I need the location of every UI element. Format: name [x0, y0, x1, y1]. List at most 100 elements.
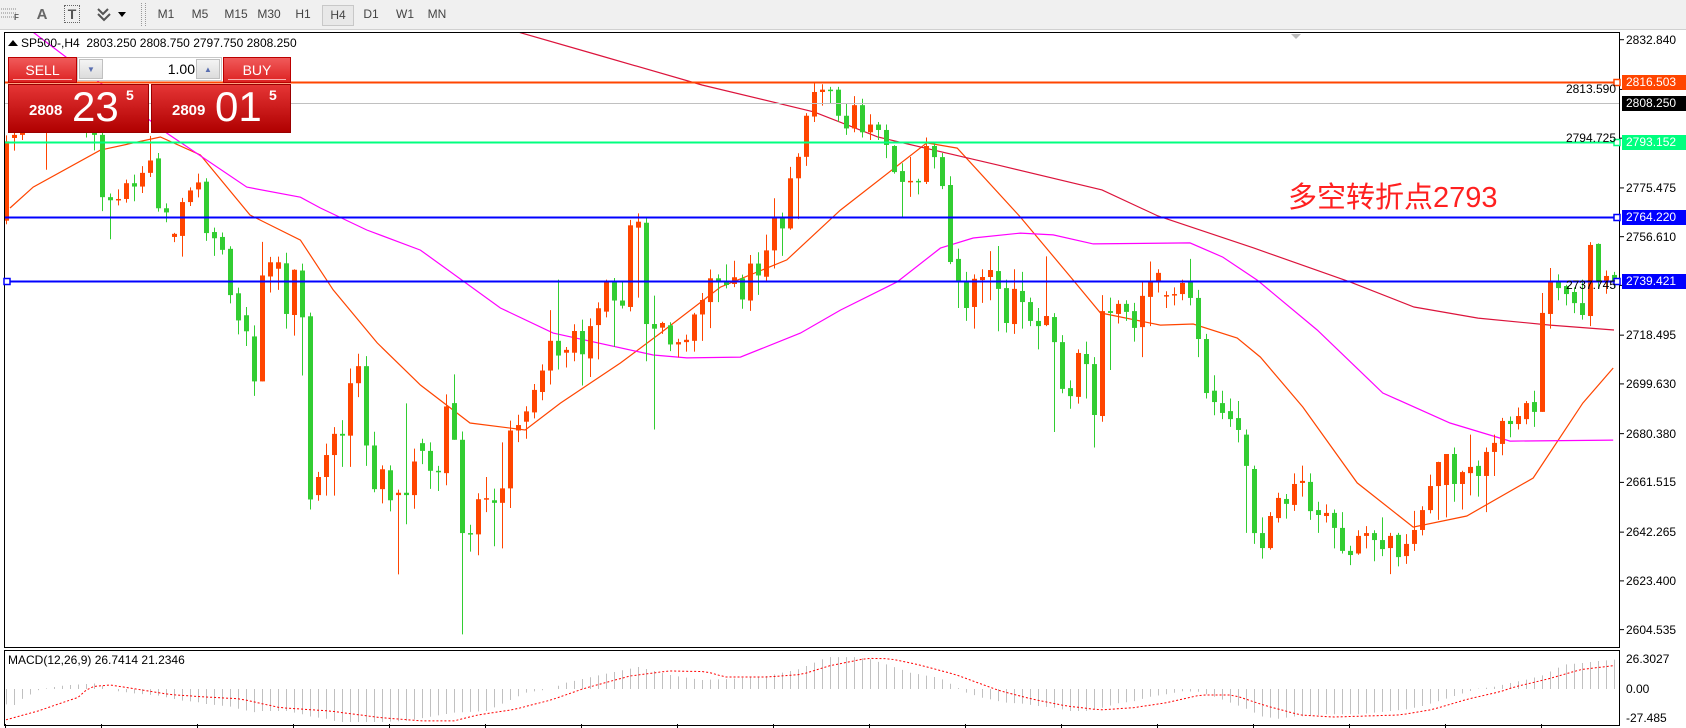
timeframe-d1[interactable]: D1 [363, 7, 379, 21]
candle-body [1452, 454, 1457, 484]
candle-body [1348, 550, 1353, 556]
candle [444, 394, 449, 486]
candle [1116, 300, 1121, 324]
timeframe-h4[interactable]: H4 [322, 5, 354, 26]
candle-body [148, 160, 153, 173]
candle-body [444, 406, 449, 474]
candle [756, 252, 761, 295]
candle-body [1284, 498, 1289, 504]
candle-body [236, 293, 241, 321]
toolbar: F A T M1 M5 M15 M30 H1 H4 D1 W1 MN [0, 0, 1686, 30]
candle [1372, 530, 1377, 562]
macd-panel[interactable] [4, 650, 1620, 726]
sell-button[interactable]: SELL [8, 57, 77, 83]
buy-price-box[interactable]: 2809 01 5 [151, 83, 291, 133]
candle-body [1540, 312, 1545, 412]
candle [1484, 447, 1489, 513]
candle [644, 217, 649, 362]
candle-body [556, 340, 561, 356]
candle-body [492, 500, 497, 503]
candle-body [884, 129, 889, 145]
grid-properties-icon[interactable]: F [0, 4, 22, 24]
sell-price-box[interactable]: 2808 23 5 [8, 83, 149, 133]
candle-body [276, 262, 281, 269]
line-anchor-handle[interactable] [1613, 78, 1621, 87]
timeframe-m5[interactable]: M5 [191, 7, 209, 21]
volume-stepper[interactable]: ▼ 1.00 ▲ [77, 57, 222, 81]
candle [404, 403, 409, 525]
volume-up-button[interactable]: ▲ [196, 59, 220, 79]
candle [1180, 279, 1185, 301]
candle-body [1100, 311, 1105, 417]
candle [572, 324, 577, 362]
candle-body [1076, 352, 1081, 397]
candle [140, 166, 145, 194]
timeframe-m1[interactable]: M1 [157, 7, 175, 21]
candle [388, 465, 393, 512]
timeframe-w1[interactable]: W1 [396, 7, 414, 21]
line-anchor-handle[interactable] [1613, 213, 1621, 222]
candle [1300, 465, 1305, 497]
candle-body [436, 470, 441, 473]
candle [1292, 473, 1297, 511]
candle-body [812, 91, 817, 117]
candle [1228, 398, 1233, 427]
chart-shift-marker-icon[interactable] [1291, 34, 1301, 39]
text-label-icon[interactable]: T [62, 4, 82, 24]
candle [836, 86, 841, 122]
line-anchor-handle[interactable] [1613, 277, 1621, 286]
candle [1284, 494, 1289, 519]
buy-button[interactable]: BUY [223, 57, 291, 83]
buy-price-major: 2809 [172, 102, 206, 119]
candle [924, 137, 929, 184]
candle [508, 420, 513, 509]
candle [564, 347, 569, 368]
candle [1052, 313, 1057, 433]
candle [1572, 287, 1577, 314]
candle [660, 321, 665, 334]
candle [1148, 261, 1153, 327]
candle [876, 121, 881, 141]
line-anchor-handle[interactable] [1613, 138, 1621, 147]
candle [172, 232, 177, 243]
candle-body [1532, 402, 1537, 412]
candle-body [580, 331, 585, 355]
candle-body [188, 190, 193, 203]
timeframe-mn[interactable]: MN [427, 7, 447, 21]
candle [1060, 335, 1065, 394]
candle-body [180, 202, 185, 236]
candle [1476, 460, 1481, 497]
candle-body [1052, 317, 1057, 343]
candle-body [1172, 294, 1177, 296]
timeframe-m30[interactable]: M30 [257, 7, 281, 21]
candle [1420, 506, 1425, 536]
candle-body [1412, 529, 1417, 544]
candle [1004, 279, 1009, 333]
volume-down-button[interactable]: ▼ [79, 59, 103, 79]
candle [332, 427, 337, 496]
chart-annotation-text[interactable]: 多空转折点2793 [1288, 182, 1498, 214]
candle-body [260, 275, 265, 382]
line-anchor-handle[interactable] [3, 277, 11, 286]
sell-price-major: 2808 [29, 102, 63, 119]
collapse-triangle-icon[interactable] [8, 40, 18, 46]
candle [1220, 390, 1225, 420]
candle-body [1508, 420, 1513, 425]
candle-body [788, 178, 793, 229]
volume-input[interactable]: 1.00 [167, 61, 195, 77]
candle-body [1516, 416, 1521, 425]
timeframe-h1[interactable]: H1 [295, 7, 311, 21]
candle [588, 318, 593, 378]
draw-shapes-icon[interactable] [94, 4, 130, 24]
candle [636, 213, 641, 298]
price-chart-panel[interactable] [4, 32, 1620, 648]
candle-body [1420, 510, 1425, 530]
candle-body [412, 461, 417, 496]
candle-body [1084, 354, 1089, 365]
timeframe-m15[interactable]: M15 [224, 7, 248, 21]
candle-body [652, 324, 657, 329]
text-tool-icon[interactable]: A [36, 5, 48, 23]
price-axis-label: 2680.380 [1626, 426, 1677, 441]
candle [796, 153, 801, 220]
candle [1260, 517, 1265, 559]
